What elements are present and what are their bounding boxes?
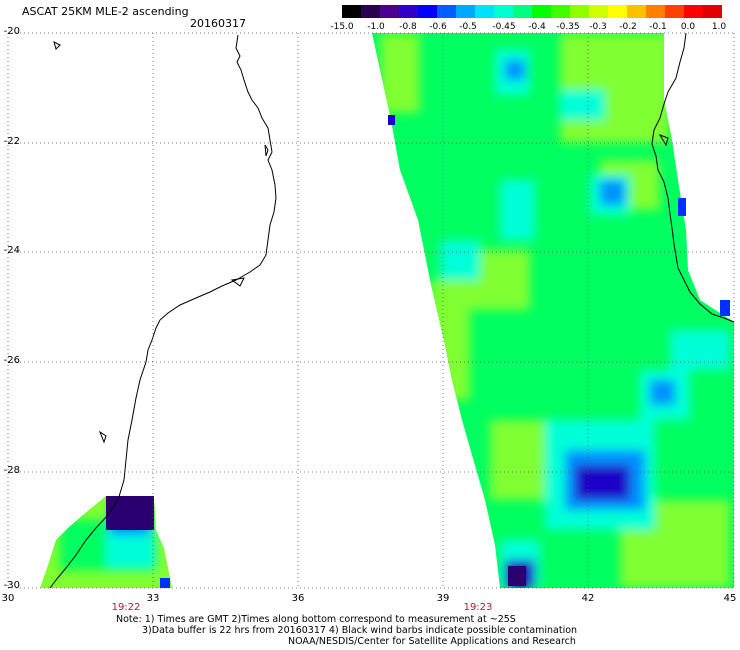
colorbar-swatch	[532, 5, 551, 18]
colorbar-label: -0.4	[528, 22, 546, 32]
footnotes: Note: 1) Times are GMT 2)Times along bot…	[100, 614, 700, 647]
x-axis-label: 45	[723, 593, 737, 604]
colorbar-label: -0.6	[429, 22, 447, 32]
y-axis-label: -24	[3, 245, 20, 256]
colorbar-swatch	[456, 5, 475, 18]
x-axis-label: 30	[1, 593, 15, 604]
colorbar-swatch	[646, 5, 665, 18]
colorbar-swatch	[551, 5, 570, 18]
footnote-line: 3)Data buffer is 22 hrs from 20160317 4)…	[142, 625, 578, 636]
y-axis-label: -30	[3, 580, 20, 591]
x-axis-label: 39	[436, 593, 450, 604]
colorbar-swatch	[437, 5, 456, 18]
y-axis-label: -28	[3, 465, 20, 476]
coastline-madagascar	[651, 32, 735, 323]
field-patch	[650, 380, 675, 405]
colorbar-label: -0.1	[649, 22, 667, 32]
graticule	[7, 32, 735, 589]
x-axis-label: 42	[581, 593, 595, 604]
field-patch	[500, 180, 535, 240]
colorbar-swatch	[665, 5, 684, 18]
island-outline	[658, 134, 669, 147]
edge-pixel	[508, 566, 526, 586]
colorbar-label: 1.0	[711, 22, 727, 32]
edge-pixel	[388, 115, 395, 125]
island-outline	[98, 430, 107, 444]
field-patch	[60, 520, 110, 570]
island-outline	[230, 277, 245, 287]
edge-pixel	[160, 578, 170, 588]
coastline-mozambique	[49, 34, 277, 589]
island-outline	[53, 41, 61, 50]
colorbar-swatch	[684, 5, 703, 18]
colorbar-swatch	[570, 5, 589, 18]
x-axis-label: 36	[291, 593, 305, 604]
colorbar-swatch	[380, 5, 399, 18]
colorbar-label: -0.35	[556, 22, 580, 32]
field-patch	[600, 180, 625, 205]
colorbar-swatch	[399, 5, 418, 18]
field-patch	[490, 420, 550, 500]
colorbar-label: -1.0	[367, 22, 385, 32]
colorbar-swatch	[608, 5, 627, 18]
colorbar-swatch	[703, 5, 722, 18]
footnote-line: Note: 1) Times are GMT 2)Times along bot…	[116, 614, 516, 625]
footnote-line: NOAA/NESDIS/Center for Satellite Applica…	[288, 636, 576, 647]
field-patch	[430, 280, 470, 400]
colorbar-swatch	[361, 5, 380, 18]
field-patch	[670, 330, 730, 370]
field-patch	[575, 465, 630, 500]
colorbar-swatch	[475, 5, 494, 18]
colorbar-label: -0.45	[492, 22, 516, 32]
colorbar-swatch	[342, 5, 361, 18]
data-swath-right	[372, 33, 734, 588]
colorbar-label: 0.0	[680, 22, 696, 32]
x-axis-label: 33	[146, 593, 160, 604]
colorbar-label: -0.5	[459, 22, 477, 32]
y-axis-label: -22	[3, 136, 20, 147]
field-patch	[560, 90, 605, 120]
field-patch	[505, 60, 525, 80]
colorbar-label: -0.3	[589, 22, 607, 32]
field-patch	[106, 530, 156, 570]
field-patch	[380, 33, 420, 113]
map-date: 20160317	[190, 17, 246, 30]
pass-time-label: 19:22	[111, 602, 141, 613]
field-patch	[440, 240, 480, 280]
edge-pixel	[678, 198, 686, 216]
colorbar-swatch	[627, 5, 646, 18]
colorbar-swatch	[418, 5, 437, 18]
colorbar-label: -15.0	[330, 22, 354, 32]
pass-time-label: 19:23	[463, 602, 493, 613]
colorbar-swatch	[589, 5, 608, 18]
y-axis-label: -26	[3, 355, 20, 366]
y-axis-label: -20	[3, 26, 20, 37]
coastlines	[49, 32, 735, 589]
left-patch-purple	[106, 496, 154, 530]
data-swath-left	[40, 496, 172, 588]
field-patch	[560, 33, 670, 143]
colorbar-swatch	[494, 5, 513, 18]
island-outline	[264, 144, 269, 157]
colorbar-swatch	[513, 5, 532, 18]
colorbar-label: -0.8	[399, 22, 417, 32]
edge-pixel	[720, 300, 730, 316]
map-title: ASCAT 25KM MLE-2 ascending	[22, 5, 189, 18]
colorbar	[342, 5, 722, 18]
colorbar-label: -0.2	[619, 22, 637, 32]
colorbar-labels: -15.0 -1.0 -0.8 -0.6 -0.5 -0.45 -0.4 -0.…	[330, 22, 740, 34]
